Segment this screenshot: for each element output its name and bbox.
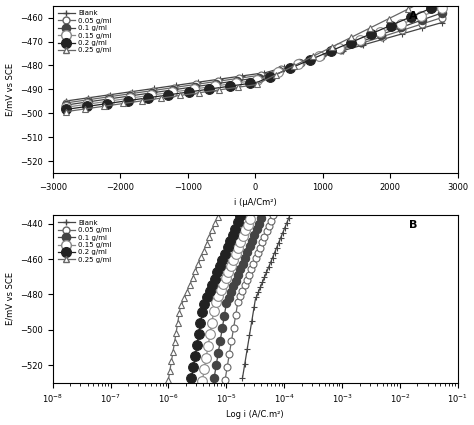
Legend: Blank, 0.05 g/ml, 0.1 g/ml, 0.15 g/ml, 0.2 g/ml, 0.25 g/ml: Blank, 0.05 g/ml, 0.1 g/ml, 0.15 g/ml, 0… — [56, 218, 113, 264]
X-axis label: i (μA/Cm²): i (μA/Cm²) — [234, 198, 277, 207]
X-axis label: Log i (A/C.m²): Log i (A/C.m²) — [227, 411, 284, 419]
Text: B: B — [409, 220, 418, 230]
Legend: Blank, 0.05 g/ml, 0.1 g/ml, 0.15 g/ml, 0.2 g/ml, 0.25 g/ml: Blank, 0.05 g/ml, 0.1 g/ml, 0.15 g/ml, 0… — [56, 9, 113, 55]
Text: A: A — [409, 11, 418, 20]
Y-axis label: E/mV vs SCE: E/mV vs SCE — [6, 63, 15, 116]
Y-axis label: E/mV vs SCE: E/mV vs SCE — [6, 272, 15, 326]
